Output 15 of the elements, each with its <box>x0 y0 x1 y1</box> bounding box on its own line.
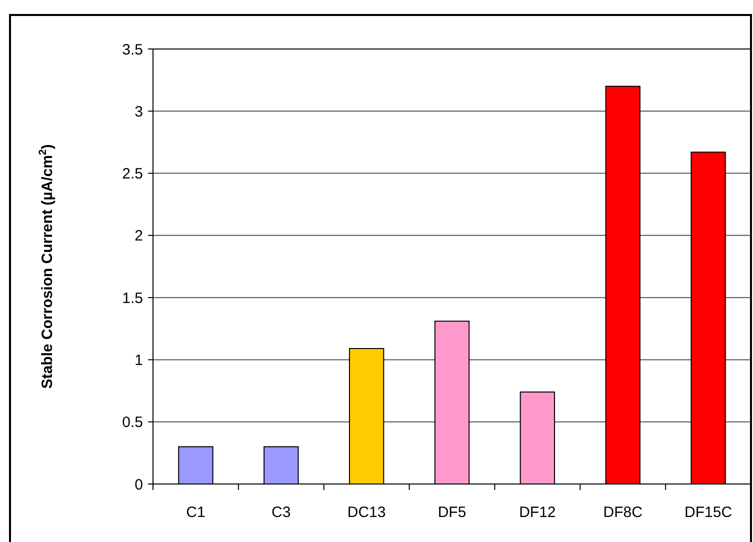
x-tick-label: C3 <box>272 504 291 521</box>
x-tick-label: C1 <box>186 504 206 521</box>
x-tick-label: DF8C <box>603 504 643 521</box>
y-tick-label: 0 <box>134 476 143 494</box>
x-tick-label: DF5 <box>438 504 466 521</box>
y-tick-label: 0.5 <box>122 414 143 432</box>
y-tick-label: 1.5 <box>122 290 143 307</box>
x-tick-label: DF15C <box>684 504 732 521</box>
y-tick-label: 2.5 <box>122 166 143 183</box>
y-tick-label: 3 <box>134 103 143 120</box>
y-tick-label: 3.5 <box>122 41 143 58</box>
y-tick-label: 1 <box>134 352 143 369</box>
y-tick-label: 2 <box>134 228 143 245</box>
x-tick-label: DF12 <box>519 504 556 521</box>
x-tick-label: DC13 <box>347 504 386 521</box>
